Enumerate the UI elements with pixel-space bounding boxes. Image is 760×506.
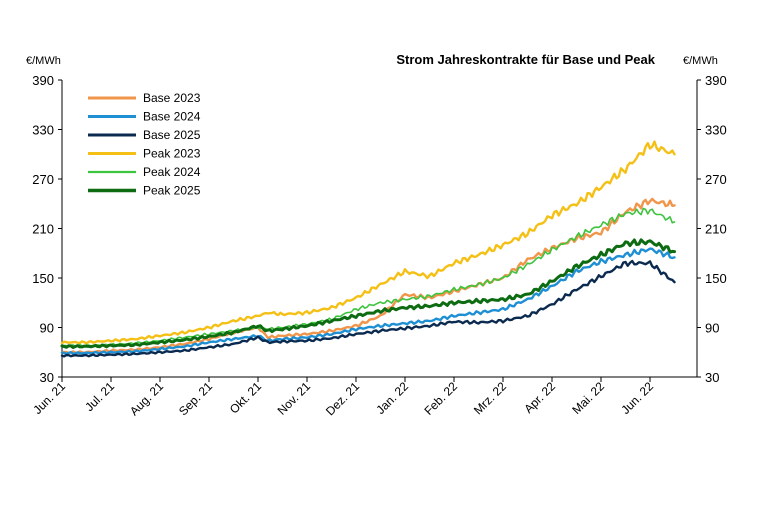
x-tick-label: Okt. 21 bbox=[227, 379, 264, 416]
chart-title: Strom Jahreskontrakte für Base und Peak bbox=[396, 52, 655, 67]
y-axis-unit-left: €/MWh bbox=[26, 55, 61, 67]
series-layer bbox=[60, 140, 676, 358]
x-tick-label: Jan. 22 bbox=[373, 379, 411, 417]
y-tick-label-left: 330 bbox=[32, 123, 54, 138]
y-tick-label-right: 150 bbox=[705, 271, 727, 286]
x-tick-label: Nov. 21 bbox=[275, 379, 314, 418]
legend-label: Peak 2023 bbox=[143, 147, 201, 161]
x-tick-label: Apr. 22 bbox=[521, 379, 558, 416]
legend-label: Peak 2024 bbox=[143, 165, 201, 179]
legend-label: Base 2025 bbox=[143, 128, 201, 142]
x-tick-label: Sep. 21 bbox=[176, 379, 215, 418]
y-tick-label-left: 390 bbox=[32, 73, 54, 88]
x-tick-label: Jun. 22 bbox=[618, 379, 656, 417]
legend-label: Base 2024 bbox=[143, 110, 201, 124]
series-line-0 bbox=[60, 197, 676, 355]
y-tick-label-right: 330 bbox=[705, 123, 727, 138]
x-tick-label: Mrz. 22 bbox=[471, 379, 509, 417]
y-tick-label-left: 210 bbox=[32, 222, 54, 237]
x-tick-label: Feb. 22 bbox=[421, 379, 460, 418]
y-tick-label-right: 270 bbox=[705, 172, 727, 187]
series-line-4 bbox=[61, 207, 676, 348]
legend-label: Peak 2025 bbox=[143, 184, 201, 198]
y-tick-label-right: 90 bbox=[705, 321, 719, 336]
series-line-5 bbox=[60, 238, 676, 349]
x-tick-label: Aug. 21 bbox=[127, 379, 166, 418]
y-tick-label-left: 150 bbox=[32, 271, 54, 286]
x-tick-label: Dez. 21 bbox=[323, 379, 362, 418]
y-tick-label-left: 90 bbox=[40, 321, 54, 336]
x-tick-label: Mai. 22 bbox=[569, 379, 607, 417]
y-tick-label-left: 270 bbox=[32, 172, 54, 187]
legend: Base 2023 Base 2024 Base 2025 Peak 2023 Peak… bbox=[88, 91, 201, 198]
y-tick-label-left: 30 bbox=[40, 370, 54, 385]
legend-label: Base 2023 bbox=[143, 91, 201, 105]
x-tick-label: Jul. 21 bbox=[82, 379, 117, 414]
series-line-2 bbox=[60, 259, 676, 358]
series-line-3 bbox=[60, 140, 676, 345]
y-axis-unit-right: €/MWh bbox=[683, 55, 718, 67]
series-line-1 bbox=[60, 247, 676, 356]
y-tick-label-right: 390 bbox=[705, 73, 727, 88]
y-tick-label-right: 30 bbox=[705, 370, 719, 385]
y-tick-label-right: 210 bbox=[705, 222, 727, 237]
